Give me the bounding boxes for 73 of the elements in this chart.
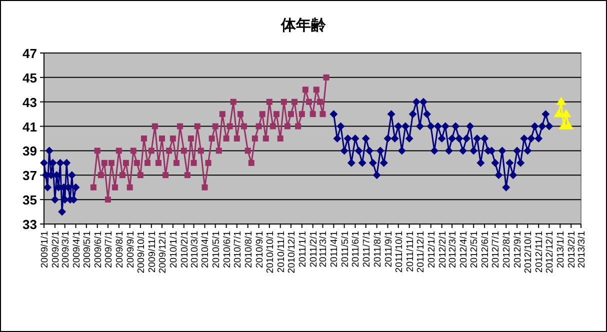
point — [58, 208, 66, 216]
x-tick-label: 2010/10/1 — [264, 231, 276, 274]
x-tick-label: 2012/6/1 — [480, 231, 492, 268]
x-tick-label: 2009/9/1 — [125, 231, 136, 268]
point — [50, 196, 59, 204]
x-tick-label: 2009/10/1 — [136, 231, 147, 274]
x-tick-label: 2012/11/1 — [534, 231, 546, 273]
x-tick-label: 2012/8/1 — [502, 231, 513, 268]
x-tick-label: 2011/7/1 — [361, 231, 372, 268]
x-tick-label: 2011/11/1 — [404, 231, 416, 272]
x-tick-label: 2011/1/1 — [297, 231, 308, 268]
point — [554, 109, 564, 118]
x-tick-label: 2009/5/1 — [82, 231, 93, 268]
x-tick-label: 2012/3/1 — [448, 231, 459, 268]
x-tick-label: 2009/4/1 — [71, 231, 82, 268]
x-tick-label: 2011/10/1 — [394, 231, 405, 273]
x-tick-label: 2012/7/1 — [490, 231, 502, 268]
x-tick-label: 2012/5/1 — [469, 231, 480, 268]
x-tick-label: 2011/8/1 — [372, 231, 384, 268]
x-tick-label: 2012/10/1 — [523, 231, 534, 274]
x-tick-label: 2009/6/1 — [92, 231, 104, 268]
y-tick-label: 41 — [22, 119, 37, 134]
y-tick-label: 33 — [22, 217, 37, 232]
y-tick-label: 45 — [22, 70, 37, 86]
x-tick-label: 2013/3/1 — [576, 231, 588, 268]
x-tick-label: 2013/2/1 — [566, 231, 578, 268]
y-tick-label: 37 — [22, 168, 37, 184]
x-tick-label: 2010/9/1 — [254, 231, 266, 268]
x-tick-label: 2010/11/1 — [276, 231, 287, 273]
x-tick-label: 2009/7/1 — [103, 231, 114, 268]
x-tick-label: 2010/7/1 — [232, 231, 244, 268]
point — [72, 183, 80, 192]
x-tick-label: 2012/4/1 — [458, 231, 470, 268]
x-tick-label: 2009/8/1 — [114, 231, 126, 268]
x-tick-label: 2010/6/1 — [222, 231, 233, 268]
y-tick-label: 39 — [22, 144, 37, 159]
point — [561, 109, 572, 118]
x-tick-label: 2010/1/1 — [168, 231, 180, 268]
x-tick-label: 2011/3/1 — [318, 231, 330, 268]
y-tick-label: 47 — [22, 46, 37, 61]
y-tick-label: 43 — [22, 94, 37, 110]
x-tick-label: 2011/12/1 — [415, 231, 426, 273]
x-tick-label: 2010/2/1 — [179, 231, 190, 268]
x-tick-label: 2009/2/1 — [50, 231, 62, 268]
x-tick-label: 2010/5/1 — [210, 231, 222, 268]
x-tick-label: 2013/1/1 — [556, 231, 567, 268]
x-tick-label: 2012/9/1 — [512, 231, 524, 268]
x-tick-label: 2011/9/1 — [383, 231, 394, 268]
point — [45, 146, 54, 155]
chart-title: 体年齢 — [280, 17, 327, 34]
x-tick-label: 2011/4/1 — [329, 231, 340, 268]
point — [44, 183, 52, 192]
point — [68, 171, 76, 180]
x-tick-label: 2011/2/1 — [308, 231, 320, 268]
x-tick-label: 2011/5/1 — [340, 231, 351, 268]
x-tick-label: 2010/12/1 — [286, 231, 298, 274]
point — [62, 158, 71, 167]
x-tick-label: 2010/4/1 — [200, 231, 212, 268]
x-tick-label: 2009/12/1 — [158, 231, 168, 274]
x-tick-label: 2010/8/1 — [243, 231, 254, 268]
point — [40, 158, 48, 167]
x-tick-label: 2009/1/1 — [40, 231, 50, 268]
point — [56, 158, 64, 167]
x-tick-label: 2012/2/1 — [437, 231, 448, 268]
x-tick-label: 2012/12/1 — [544, 231, 556, 274]
y-tick-label: 35 — [22, 192, 37, 208]
x-tick-label: 2009/11/1 — [146, 231, 158, 273]
x-tick-label: 2009/3/1 — [60, 231, 72, 268]
point — [564, 121, 574, 130]
x-tick-label: 2012/1/1 — [426, 231, 438, 268]
x-tick-label: 2011/6/1 — [350, 231, 362, 268]
x-tick-label: 2010/3/1 — [189, 231, 200, 268]
point — [556, 96, 566, 105]
